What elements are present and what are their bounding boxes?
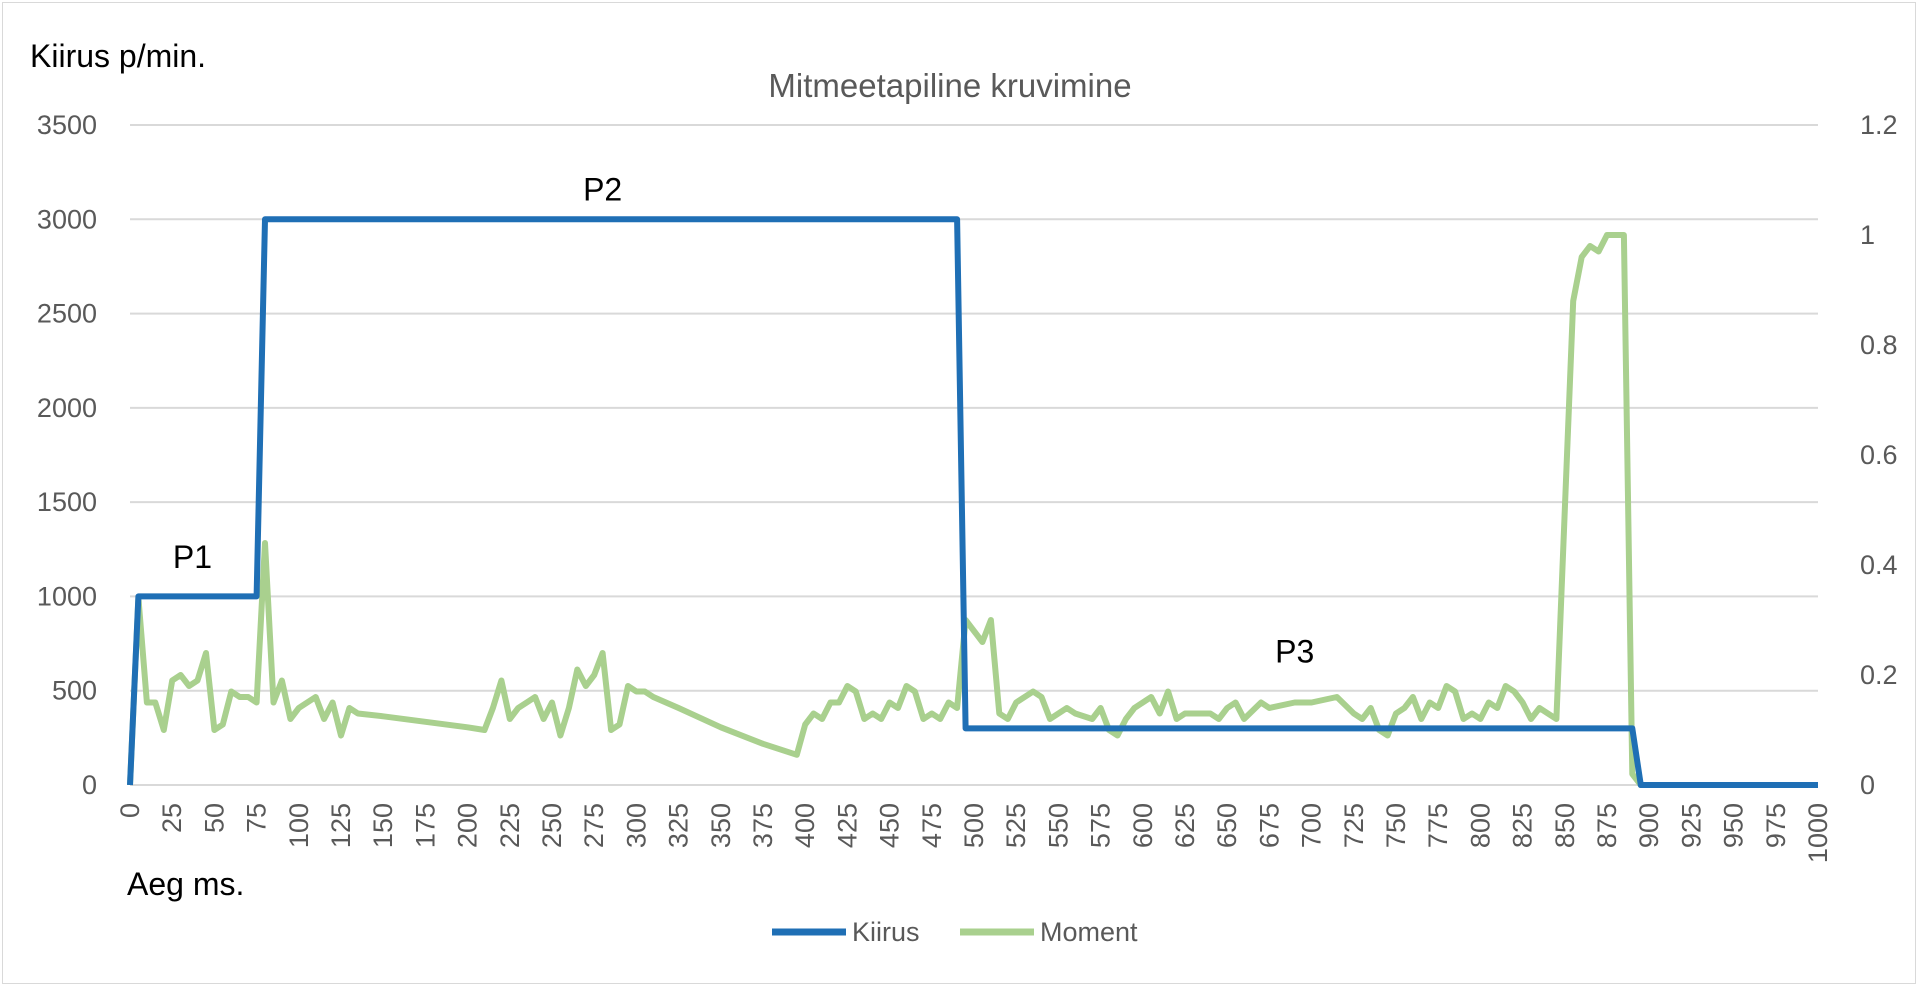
x-tick-label: 775	[1423, 803, 1453, 848]
x-axis-label: Aeg ms.	[127, 866, 244, 902]
x-tick-label: 800	[1465, 803, 1495, 848]
legend: Kiirus Moment	[772, 917, 1138, 947]
x-tick-label: 475	[917, 803, 947, 848]
x-tick-label: 825	[1508, 803, 1538, 848]
y-tick-label: 3000	[37, 204, 97, 234]
y-tick-label: 3500	[37, 110, 97, 140]
y2-tick-label: 0.8	[1860, 330, 1898, 360]
y2-tick-label: 1.2	[1860, 110, 1898, 140]
x-tick-label: 425	[832, 803, 862, 848]
x-tick-label: 375	[748, 803, 778, 848]
x-tick-label: 875	[1592, 803, 1622, 848]
x-tick-label: 900	[1634, 803, 1664, 848]
y-axis-label: Kiirus p/min.	[30, 38, 206, 74]
y2-axis-ticks: 0 0.2 0.4 0.6 0.8 1 1.2	[1860, 110, 1898, 800]
x-tick-label: 450	[875, 803, 905, 848]
x-tick-label: 575	[1086, 803, 1116, 848]
annotation-p3: P3	[1275, 633, 1314, 669]
y-axis-ticks: 0 500 1000 1500 2000 2500 3000 3500	[37, 110, 97, 800]
x-tick-label: 625	[1170, 803, 1200, 848]
x-tick-label: 275	[579, 803, 609, 848]
x-tick-label: 600	[1128, 803, 1158, 848]
series-line-kiirus	[127, 216, 1818, 788]
x-tick-label: 950	[1719, 803, 1749, 848]
y2-tick-label: 1	[1860, 220, 1875, 250]
x-tick-label: 1000	[1803, 803, 1833, 863]
x-tick-label: 100	[284, 803, 314, 848]
series-line-moment	[127, 232, 1818, 788]
x-tick-label: 675	[1254, 803, 1284, 848]
x-tick-label: 150	[368, 803, 398, 848]
y2-tick-label: 0.4	[1860, 550, 1898, 580]
annotations: P1 P2 P3	[173, 171, 1314, 669]
x-tick-label: 250	[537, 803, 567, 848]
annotation-p2: P2	[583, 171, 622, 207]
series-lines	[127, 216, 1818, 788]
y-tick-label: 1000	[37, 581, 97, 611]
x-tick-label: 725	[1339, 803, 1369, 848]
x-tick-label: 175	[410, 803, 440, 848]
x-tick-label: 650	[1212, 803, 1242, 848]
x-tick-label: 550	[1043, 803, 1073, 848]
y-tick-label: 500	[52, 676, 97, 706]
x-tick-label: 25	[157, 803, 187, 833]
x-tick-label: 400	[790, 803, 820, 848]
y-tick-label: 2500	[37, 299, 97, 329]
x-tick-label: 75	[242, 803, 272, 833]
x-tick-label: 700	[1297, 803, 1327, 848]
legend-label-kiirus: Kiirus	[852, 917, 920, 947]
x-axis-ticks: 0 25 50 75 100 125 150 175 200 225 250 275 300 325 350…	[115, 803, 1833, 863]
x-tick-label: 300	[621, 803, 651, 848]
x-tick-label: 225	[495, 803, 525, 848]
x-tick-label: 750	[1381, 803, 1411, 848]
x-tick-label: 525	[1001, 803, 1031, 848]
y2-tick-label: 0	[1860, 770, 1875, 800]
y-tick-label: 0	[82, 770, 97, 800]
y-tick-label: 1500	[37, 487, 97, 517]
y2-tick-label: 0.6	[1860, 440, 1898, 470]
x-tick-label: 325	[664, 803, 694, 848]
x-tick-label: 925	[1676, 803, 1706, 848]
x-tick-label: 200	[453, 803, 483, 848]
x-tick-label: 0	[115, 803, 145, 818]
y2-tick-label: 0.2	[1860, 660, 1898, 690]
x-tick-label: 350	[706, 803, 736, 848]
annotation-p1: P1	[173, 539, 212, 575]
chart-title: Mitmeetapiline kruvimine	[768, 67, 1131, 104]
x-tick-label: 125	[326, 803, 356, 848]
grid-lines	[130, 124, 1818, 786]
x-tick-label: 50	[199, 803, 229, 833]
x-tick-label: 500	[959, 803, 989, 848]
legend-label-moment: Moment	[1040, 917, 1138, 947]
x-tick-label: 850	[1550, 803, 1580, 848]
y-tick-label: 2000	[37, 393, 97, 423]
x-tick-label: 975	[1761, 803, 1791, 848]
